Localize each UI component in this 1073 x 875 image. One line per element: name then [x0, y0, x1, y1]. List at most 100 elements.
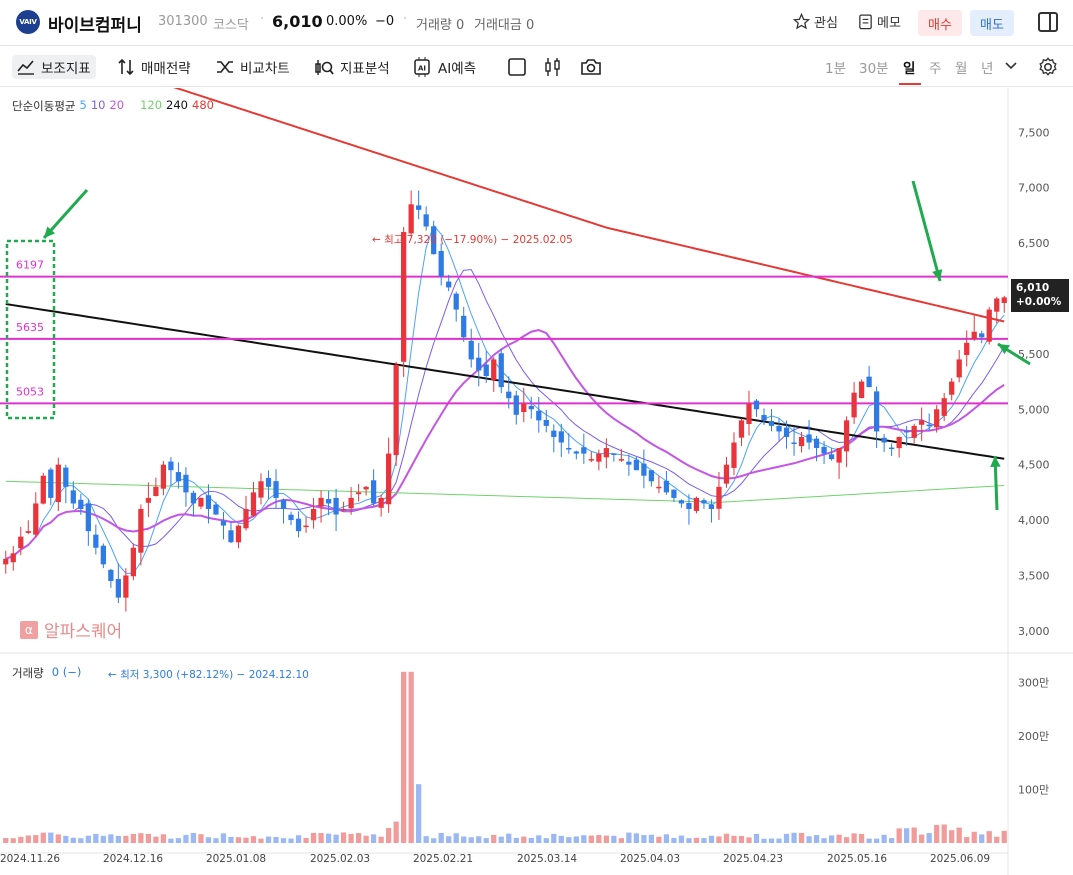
- volume-bar: [851, 833, 857, 843]
- dashed-highlight-box: [5, 239, 56, 420]
- volume-bar: [160, 834, 167, 843]
- stock-name[interactable]: 바이브컴퍼니: [48, 16, 142, 36]
- period-day[interactable]: 일: [903, 61, 916, 77]
- candle-body: [153, 486, 159, 497]
- volume-bar: [386, 828, 392, 843]
- ai-chip-icon: AI: [414, 57, 430, 77]
- compare-button[interactable]: 비교차트: [211, 55, 295, 79]
- candle-type-button[interactable]: [538, 55, 568, 79]
- y-tick-label: 3,000: [1018, 625, 1050, 638]
- watch-button[interactable]: 관심: [793, 12, 838, 31]
- candle-body: [513, 395, 519, 415]
- volume-bar: [828, 835, 835, 843]
- memo-button[interactable]: 메모: [858, 12, 901, 31]
- period-month[interactable]: 월: [955, 61, 968, 77]
- candle-body: [25, 531, 31, 533]
- candle-body: [693, 497, 700, 511]
- screenshot-button[interactable]: [575, 55, 607, 79]
- period-year[interactable]: 년: [981, 61, 994, 77]
- y-tick-label: 6,500: [1018, 237, 1050, 250]
- candle-body: [333, 497, 339, 515]
- period-1min[interactable]: 1분: [825, 61, 847, 77]
- square-tool-button[interactable]: [502, 55, 532, 79]
- x-tick-label: 2025.06.09: [930, 853, 990, 865]
- memo-label: 메모: [877, 16, 901, 31]
- gear-icon[interactable]: [1037, 56, 1059, 78]
- ma-240-line: [5, 303, 1005, 460]
- candle-body: [926, 424, 932, 427]
- low-annotation: ← 최저 3,300 (+82.12%) − 2024.12.10: [108, 669, 309, 681]
- price-chart[interactable]: 6197 5635 5053 ← 최고 7,320 (−17.90%) − 2025…: [0, 88, 1073, 875]
- volume-bar: [543, 838, 549, 843]
- candle-body: [731, 442, 737, 468]
- ai-predict-button[interactable]: AI AI예측: [407, 55, 481, 79]
- candle-body: [205, 495, 212, 509]
- y-tick-label: 4,500: [1018, 459, 1050, 472]
- volume-bar: [78, 838, 84, 843]
- strategy-button[interactable]: 매매전략: [112, 55, 196, 79]
- candle-body: [130, 547, 137, 577]
- candle-body: [656, 486, 662, 489]
- volume-bar: [656, 836, 662, 843]
- candle-body: [896, 436, 902, 449]
- analysis-button[interactable]: 지표분석: [309, 55, 395, 79]
- candle-body: [33, 503, 39, 535]
- ma-20-label: 20: [109, 98, 125, 112]
- volume-bar: [438, 832, 444, 843]
- volume-bar: [108, 834, 114, 843]
- candle-body: [438, 250, 444, 277]
- period-week[interactable]: 주: [929, 61, 942, 77]
- sell-button[interactable]: 매도: [970, 10, 1014, 36]
- volume-bar: [483, 838, 489, 843]
- volume-bar: [813, 835, 820, 843]
- candle-body: [145, 497, 152, 503]
- volume-bar: [213, 838, 219, 843]
- indicator-button[interactable]: 보조지표: [12, 55, 96, 79]
- volume-bar: [401, 671, 407, 843]
- level-label: 5635: [16, 321, 44, 334]
- volume-bar: [791, 832, 797, 843]
- star-icon: [793, 13, 810, 30]
- candle-body: [986, 309, 992, 342]
- candle-body: [100, 545, 106, 565]
- volume-bar: [100, 835, 106, 843]
- volume-bar: [205, 837, 212, 843]
- volume-bar: [551, 833, 557, 843]
- candle-body: [348, 497, 354, 509]
- volume-bar: [235, 837, 242, 843]
- volume-bar: [904, 828, 910, 843]
- volume-bar: [941, 824, 947, 843]
- volume-bar: [753, 833, 760, 843]
- volume-bar: [663, 834, 670, 843]
- candle-body: [956, 359, 962, 378]
- candle-body: [761, 415, 767, 421]
- chevron-down-icon[interactable]: [1005, 61, 1017, 71]
- candle-body: [1001, 297, 1007, 303]
- candle-body: [213, 504, 219, 515]
- volume-bar: [738, 836, 745, 843]
- buy-button[interactable]: 매수: [918, 10, 962, 36]
- candle-body: [904, 430, 910, 433]
- candle-body: [461, 315, 467, 338]
- volume-bar: [708, 835, 715, 843]
- candle-body: [746, 403, 752, 425]
- volume-tick-label: 200만: [1018, 730, 1049, 743]
- volume-bar: [295, 835, 302, 843]
- candle-body: [273, 481, 279, 498]
- ma-legend[interactable]: 단순이동평균 5 10 20 120 240 480: [12, 98, 214, 114]
- volume-bar: [303, 837, 309, 843]
- volume-bar: [919, 834, 925, 843]
- volume-bar: [393, 821, 399, 843]
- candle-body: [889, 447, 895, 450]
- side-panel-icon[interactable]: [1038, 12, 1058, 32]
- candle-body: [288, 514, 294, 521]
- candle-body: [603, 448, 609, 458]
- volume-bar: [1001, 830, 1007, 843]
- candle-body: [866, 376, 872, 388]
- volume-bar: [506, 833, 512, 843]
- volume-bar: [979, 834, 985, 843]
- amount-text: 거래대금 0: [474, 18, 535, 33]
- candle-body: [243, 508, 249, 529]
- period-30min[interactable]: 30분: [859, 61, 889, 77]
- volume-bar: [723, 833, 730, 843]
